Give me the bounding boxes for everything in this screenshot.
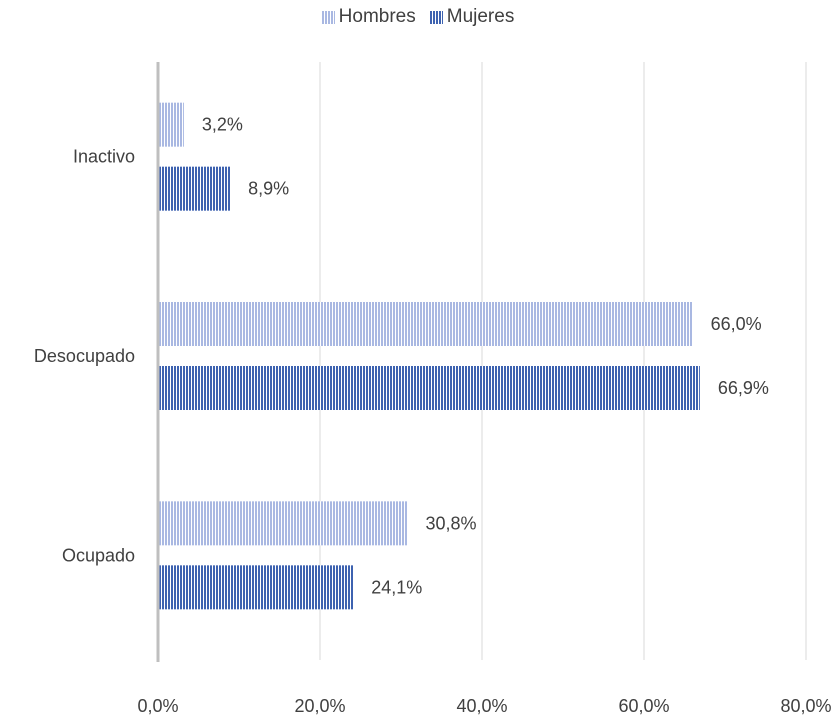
legend-swatch-mujeres bbox=[429, 10, 443, 24]
data-label: 30,8% bbox=[425, 513, 476, 533]
bars bbox=[158, 102, 700, 610]
value-axis: 0,0% 20,0% 40,0% 60,0% 80,0% bbox=[137, 62, 832, 716]
legend-label-mujeres: Mujeres bbox=[446, 6, 515, 27]
category-label: Ocupado bbox=[62, 545, 135, 565]
legend-item-hombres: Hombres bbox=[321, 6, 416, 28]
legend-item-mujeres: Mujeres bbox=[429, 6, 515, 28]
bar-mujeres-ocupado bbox=[158, 565, 354, 610]
data-label: 24,1% bbox=[371, 577, 422, 597]
legend-swatch-hombres bbox=[321, 10, 335, 24]
data-labels: 3,2% 8,9% 66,0% 66,9% 30,8% 24,1% bbox=[202, 115, 769, 598]
x-tick-label: 60,0% bbox=[618, 696, 669, 716]
x-tick-label: 40,0% bbox=[456, 696, 507, 716]
data-label: 66,0% bbox=[711, 314, 762, 334]
bar-hombres-inactivo bbox=[158, 102, 184, 147]
data-label: 8,9% bbox=[248, 179, 289, 199]
x-tick-label: 80,0% bbox=[780, 696, 831, 716]
data-label: 66,9% bbox=[718, 378, 769, 398]
bar-hombres-ocupado bbox=[158, 501, 408, 546]
x-tick-label: 0,0% bbox=[137, 696, 178, 716]
legend-label-hombres: Hombres bbox=[338, 6, 416, 27]
category-label: Inactivo bbox=[73, 147, 135, 167]
bar-mujeres-desocupado bbox=[158, 366, 700, 410]
gridlines bbox=[319, 62, 807, 660]
category-axis: Inactivo Desocupado Ocupado bbox=[34, 147, 135, 566]
x-tick-label: 20,0% bbox=[294, 696, 345, 716]
bar-hombres-desocupado bbox=[158, 302, 693, 346]
legend: Hombres Mujeres bbox=[0, 6, 836, 28]
data-label: 3,2% bbox=[202, 115, 243, 135]
bar-mujeres-inactivo bbox=[158, 166, 231, 211]
category-label: Desocupado bbox=[34, 346, 135, 366]
